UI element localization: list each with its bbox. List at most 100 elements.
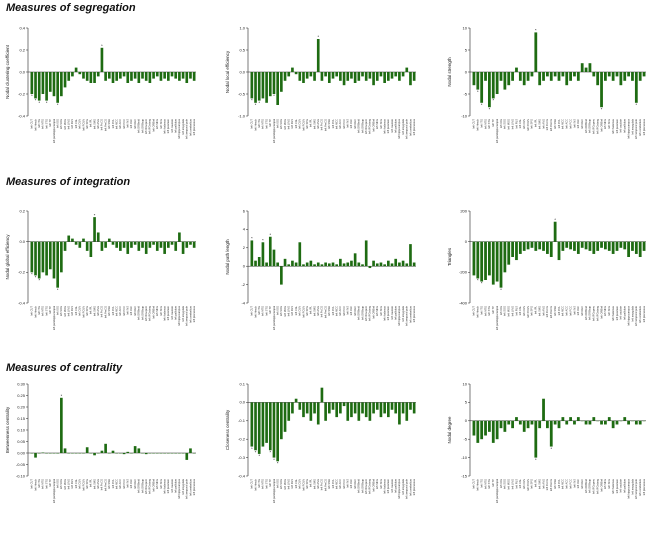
x-tick-label: left parahippocampal (495, 119, 499, 144)
y-tick-label: 10 (463, 25, 468, 30)
x-tick-label: left Hesch (253, 305, 257, 317)
bar (313, 72, 316, 81)
x-tick-label: left amygdala (181, 118, 185, 134)
bar (534, 241, 538, 251)
y-tick-label: 0.10 (17, 427, 26, 432)
bar (542, 72, 545, 81)
x-tick-label: left SFG (159, 119, 163, 129)
x-tick-label: left Hesch (253, 478, 257, 490)
x-tick-label: left amygdala (401, 478, 405, 494)
bar (294, 398, 298, 403)
significance-marker: * (477, 278, 479, 283)
x-tick-label: left PCL (557, 118, 561, 128)
x-tick-label: left REC (353, 119, 357, 129)
x-tick-label: left SMA (107, 306, 111, 316)
bar (107, 72, 111, 79)
bar (309, 72, 313, 77)
x-tick-label: left ITG (479, 306, 483, 315)
y-tick-label: 5 (465, 47, 468, 52)
x-tick-label: left PCUN (526, 306, 530, 318)
y-tick-label: 0.5 (239, 47, 245, 52)
bar (491, 420, 495, 443)
bar (96, 72, 100, 77)
x-tick-label: left OLF (349, 306, 353, 316)
bar (60, 72, 63, 97)
bar (133, 241, 137, 245)
x-tick-label: left PoCG (320, 479, 324, 490)
bar (357, 262, 361, 267)
y-tick-label: -0.1 (238, 418, 246, 423)
x-tick-label: left MFG (375, 479, 379, 489)
bar (488, 241, 491, 276)
x-tick-label: left STG (44, 119, 48, 129)
x-tick-label: left MOG (63, 119, 67, 129)
bar (155, 72, 159, 77)
section-title-centrality: Measures of centrality (6, 362, 123, 374)
bar (480, 420, 484, 440)
x-tick-label: left PoCG (545, 119, 549, 130)
x-tick-label: left pallidum (174, 306, 178, 320)
bar (185, 241, 189, 248)
bar (316, 39, 320, 72)
x-tick-label: left putamen (615, 305, 619, 320)
x-tick-label: left pallidum (394, 479, 398, 493)
bar (350, 72, 353, 79)
bar (327, 402, 331, 414)
bar (74, 241, 78, 245)
x-tick-label: left PCC (342, 479, 346, 489)
bar (394, 402, 398, 414)
bar (130, 72, 133, 81)
bar (96, 232, 100, 242)
bar (409, 72, 412, 86)
bar (152, 72, 155, 79)
x-tick-label: left INS (126, 119, 130, 128)
bar (122, 241, 126, 248)
x-tick-label: left SMA (553, 306, 557, 316)
x-tick-label: left PoCG (320, 119, 324, 130)
x-tick-label: left ITG (479, 479, 483, 488)
x-tick-label: left caudate (619, 478, 623, 492)
x-tick-label: left ACC (118, 306, 122, 316)
bar (30, 72, 34, 94)
bar (104, 241, 107, 248)
bar (291, 67, 294, 72)
bar (272, 72, 276, 94)
significance-marker: * (317, 34, 319, 39)
bar (368, 266, 372, 269)
bar (611, 72, 615, 81)
bar (137, 448, 141, 453)
bar (476, 420, 480, 443)
bar (390, 72, 394, 79)
bar (394, 72, 398, 77)
y-tick-label: -0.4 (18, 300, 26, 305)
bar (331, 262, 335, 267)
bar (526, 72, 530, 81)
bar (634, 72, 638, 103)
bar (30, 241, 34, 273)
y-tick-label: -0.2 (18, 270, 26, 275)
bar (324, 72, 327, 77)
x-tick-label: left CUT (30, 119, 34, 129)
bar (265, 402, 268, 443)
bar (557, 72, 561, 81)
x-tick-label: left CAL (74, 118, 78, 128)
bar (627, 241, 630, 257)
bar (291, 260, 294, 267)
bar (573, 72, 576, 77)
x-tick-label: left PCL (331, 305, 335, 315)
bar (495, 420, 499, 440)
x-tick-label: left PreCG (103, 479, 107, 491)
x-tick-label: left precuneus (192, 305, 196, 322)
x-tick-label: left ITG (257, 479, 261, 488)
x-tick-label: left PCL (557, 305, 561, 315)
bar (549, 420, 553, 447)
bar (52, 241, 56, 279)
bar (130, 241, 133, 248)
y-tick-label: 0.0 (239, 400, 245, 405)
significance-marker: * (251, 98, 253, 103)
x-tick-label: left caudate (170, 478, 174, 492)
chart-nodal-local-efficiency: Nodal local efficiency -1.0 -0.5 0.0 0.5 1.0 *… (225, 25, 416, 143)
bar (534, 32, 538, 72)
x-tick-label: left SMG (537, 479, 541, 489)
bar (592, 72, 596, 77)
